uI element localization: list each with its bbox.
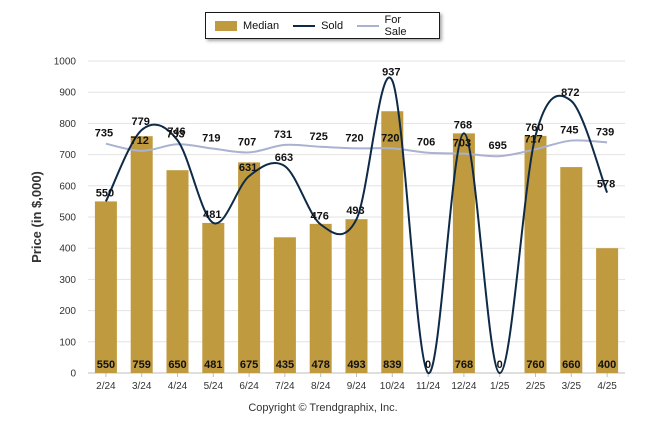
legend-swatch-for-sale xyxy=(357,24,379,27)
data-label-sold: 550 xyxy=(96,187,114,199)
x-tick-label: 3/25 xyxy=(562,381,582,392)
y-tick-label: 600 xyxy=(59,181,76,192)
bar-median xyxy=(309,223,332,373)
data-label-median: 675 xyxy=(240,359,258,371)
data-label-sold: 631 xyxy=(239,162,257,174)
data-label-median: 0 xyxy=(497,359,503,371)
data-label-sold: 493 xyxy=(346,205,364,217)
data-label-for-sale: 745 xyxy=(560,125,578,137)
data-label-sold: 937 xyxy=(382,67,400,79)
data-label-sold: 476 xyxy=(311,210,329,222)
x-tick-label: 9/24 xyxy=(347,381,367,392)
line-sold xyxy=(105,76,609,375)
y-tick-label: 200 xyxy=(59,306,76,317)
y-tick-label: 1000 xyxy=(54,57,77,68)
y-tick-label: 800 xyxy=(59,119,76,130)
data-label-median: 760 xyxy=(526,359,544,371)
x-tick-label: 4/24 xyxy=(168,381,188,392)
legend-swatch-sold xyxy=(293,24,316,27)
legend-label-median: Median xyxy=(243,19,280,32)
bar-median xyxy=(524,135,547,373)
legend-item-sold: Sold xyxy=(293,20,343,32)
data-label-median: 481 xyxy=(204,359,222,371)
chart-legend: Median Sold For Sale xyxy=(205,12,440,39)
y-tick-label: 700 xyxy=(59,150,76,161)
data-label-sold: 663 xyxy=(275,152,293,164)
bar-median xyxy=(94,201,117,373)
y-tick-label: 100 xyxy=(59,337,76,348)
data-label-for-sale: 725 xyxy=(310,131,328,143)
x-tick-label: 4/25 xyxy=(597,381,617,392)
data-label-sold: 779 xyxy=(132,116,150,128)
data-label-for-sale: 717 xyxy=(524,133,542,145)
bar-median xyxy=(560,167,583,373)
data-label-for-sale: 707 xyxy=(238,136,256,148)
bar-median xyxy=(166,170,189,373)
legend-label-sold: Sold xyxy=(321,19,344,32)
data-label-for-sale: 733 xyxy=(166,128,184,140)
data-label-sold: 746 xyxy=(167,126,185,138)
data-label-median: 768 xyxy=(455,359,473,371)
bar-median xyxy=(273,237,296,373)
legend-label-for-sale: For Sale xyxy=(384,13,407,38)
data-label-median: 650 xyxy=(168,359,186,371)
data-label-median: 400 xyxy=(598,359,616,371)
data-label-sold: 768 xyxy=(454,119,472,131)
bar-median xyxy=(345,219,368,373)
bar-median xyxy=(381,111,404,374)
legend-swatch-median xyxy=(215,20,237,31)
y-tick-label: 400 xyxy=(59,244,76,255)
data-label-for-sale: 735 xyxy=(95,128,113,140)
legend-item-median: Median xyxy=(215,20,279,32)
data-label-median: 839 xyxy=(383,359,401,371)
copyright-text: Copyright © Trendgraphix, Inc. xyxy=(248,402,398,414)
data-label-sold: 872 xyxy=(561,87,579,99)
x-tick-label: 1/25 xyxy=(490,381,510,392)
y-tick-label: 900 xyxy=(59,88,76,99)
x-tick-label: 2/24 xyxy=(96,381,116,392)
legend-item-for-sale: For Sale xyxy=(357,14,425,38)
data-label-for-sale: 706 xyxy=(417,137,435,149)
data-label-for-sale: 720 xyxy=(381,132,399,144)
x-tick-label: 5/24 xyxy=(204,381,224,392)
x-tick-label: 8/24 xyxy=(311,381,331,392)
data-label-for-sale: 695 xyxy=(489,140,507,152)
data-label-median: 478 xyxy=(312,359,330,371)
bar-median xyxy=(596,248,619,373)
data-label-for-sale: 720 xyxy=(345,132,363,144)
x-tick-label: 2/25 xyxy=(526,381,546,392)
data-label-median: 660 xyxy=(562,359,580,371)
y-tick-label: 0 xyxy=(70,369,76,380)
data-label-for-sale: 719 xyxy=(202,133,220,145)
x-tick-label: 6/24 xyxy=(239,381,259,392)
x-tick-label: 7/24 xyxy=(275,381,295,392)
data-label-median: 550 xyxy=(97,359,115,371)
y-axis-title: Price (in $,000) xyxy=(29,171,44,263)
bar-median xyxy=(238,162,261,373)
data-label-median: 0 xyxy=(425,359,431,371)
bar-median xyxy=(452,133,475,373)
data-label-median: 435 xyxy=(276,359,294,371)
bar-median xyxy=(202,222,225,373)
bar-median xyxy=(130,136,153,373)
x-tick-label: 11/24 xyxy=(416,381,441,392)
y-tick-label: 500 xyxy=(59,213,76,224)
x-tick-label: 10/24 xyxy=(380,381,405,392)
data-label-for-sale: 703 xyxy=(453,138,471,150)
line-for-sale xyxy=(105,139,608,158)
data-label-sold: 481 xyxy=(203,209,221,221)
data-label-for-sale: 731 xyxy=(274,129,292,141)
y-tick-label: 300 xyxy=(59,275,76,286)
data-label-median: 493 xyxy=(347,359,365,371)
data-label-for-sale: 739 xyxy=(596,126,614,138)
data-label-for-sale: 712 xyxy=(131,135,149,147)
x-tick-label: 12/24 xyxy=(451,381,476,392)
data-label-sold: 578 xyxy=(597,179,615,191)
data-label-median: 759 xyxy=(133,359,151,371)
x-tick-label: 3/24 xyxy=(132,381,152,392)
data-label-sold: 760 xyxy=(525,122,543,134)
